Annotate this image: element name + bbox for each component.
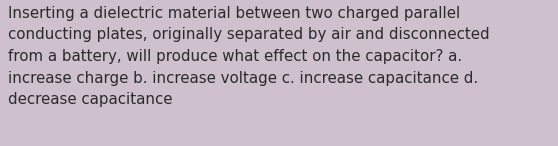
Text: Inserting a dielectric material between two charged parallel
conducting plates, : Inserting a dielectric material between … [8, 6, 490, 107]
